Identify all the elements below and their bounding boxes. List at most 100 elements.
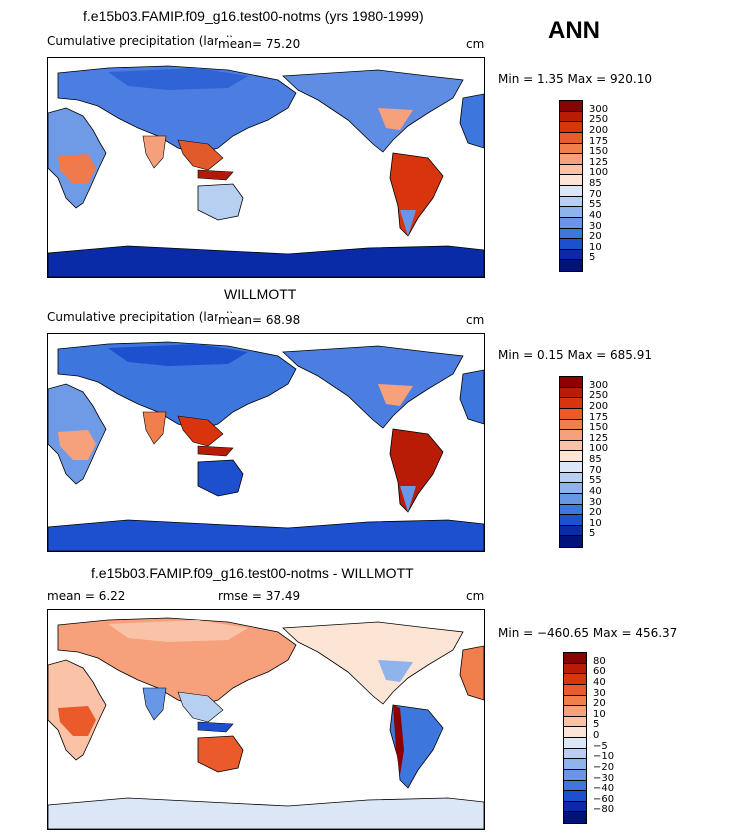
colorbar-segment bbox=[560, 504, 582, 516]
colorbar-segment bbox=[560, 122, 582, 133]
panel3-title: f.e15b03.FAMIP.f09_g16.test00-notms - WI… bbox=[91, 565, 414, 581]
colorbar-tick-label: 70 bbox=[589, 188, 602, 200]
land-siberia bbox=[108, 344, 248, 366]
land-australia bbox=[197, 459, 244, 497]
colorbar-tick-label: 20 bbox=[593, 698, 606, 710]
colorbar-segment bbox=[560, 196, 582, 208]
land-seasia bbox=[177, 139, 224, 171]
colorbar-tick-label: 150 bbox=[589, 146, 609, 158]
colorbar-segment bbox=[560, 111, 582, 123]
land-india bbox=[142, 687, 167, 721]
colorbar-segment bbox=[560, 377, 582, 388]
colorbar-segment bbox=[564, 769, 586, 781]
colorbar-tick-label: 5 bbox=[589, 252, 596, 264]
land-australia bbox=[197, 183, 244, 221]
colorbar-segment bbox=[564, 812, 586, 823]
colorbar-segment bbox=[560, 207, 582, 218]
colorbar-tick-label: 300 bbox=[589, 379, 609, 391]
colorbar-segment bbox=[560, 217, 582, 229]
panel1-title: f.e15b03.FAMIP.f09_g16.test00-notms (yrs… bbox=[83, 8, 424, 24]
colorbar-segment bbox=[564, 780, 586, 792]
colorbar-tick-label: 175 bbox=[589, 135, 609, 147]
land-south-america bbox=[389, 152, 444, 237]
colorbar-segment bbox=[560, 430, 582, 441]
land-eurasia bbox=[57, 341, 297, 431]
panel1-colorbar bbox=[559, 100, 583, 272]
colorbar-segment bbox=[564, 684, 586, 696]
colorbar-segment bbox=[560, 154, 582, 165]
land-seasia bbox=[177, 415, 224, 447]
colorbar-segment bbox=[560, 440, 582, 452]
panel2-colorbar bbox=[559, 376, 583, 548]
colorbar-segment bbox=[564, 706, 586, 717]
colorbar-segment bbox=[560, 493, 582, 505]
season-label: ANN bbox=[548, 17, 600, 44]
land-eurasia bbox=[57, 65, 297, 155]
land-europe-right bbox=[459, 93, 484, 149]
colorbar-segment bbox=[560, 472, 582, 484]
land-africa-wet bbox=[58, 706, 96, 736]
panel1-units: cm bbox=[466, 37, 485, 51]
colorbar-tick-label: 125 bbox=[589, 156, 609, 168]
panel2-units: cm bbox=[466, 313, 485, 327]
colorbar-segment bbox=[560, 239, 582, 250]
colorbar-segment bbox=[560, 132, 582, 144]
colorbar-segment bbox=[560, 536, 582, 547]
land-indonesia bbox=[197, 721, 234, 733]
land-india bbox=[142, 411, 167, 445]
land-us-east bbox=[378, 660, 413, 682]
colorbar-tick-label: 40 bbox=[589, 485, 602, 497]
land-siberia bbox=[108, 620, 248, 642]
colorbar-segment bbox=[564, 695, 586, 707]
colorbar-tick-label: 200 bbox=[589, 124, 609, 136]
colorbar-segment bbox=[564, 791, 586, 802]
colorbar-tick-label: 40 bbox=[593, 676, 606, 688]
colorbar-segment bbox=[564, 801, 586, 813]
colorbar-tick-label: −30 bbox=[593, 772, 615, 784]
colorbar-tick-label: 20 bbox=[589, 231, 602, 243]
colorbar-segment bbox=[564, 653, 586, 664]
land-africa-wet bbox=[58, 154, 96, 184]
colorbar-tick-label: 40 bbox=[589, 209, 602, 221]
colorbar-segment bbox=[560, 419, 582, 431]
colorbar-tick-label: 20 bbox=[589, 507, 602, 519]
colorbar-tick-label: 250 bbox=[589, 114, 609, 126]
colorbar-segment bbox=[564, 727, 586, 738]
land-india bbox=[142, 135, 167, 169]
colorbar-segment bbox=[560, 143, 582, 155]
colorbar-segment bbox=[560, 451, 582, 462]
colorbar-tick-label: 85 bbox=[589, 454, 602, 465]
colorbar-tick-label: 100 bbox=[589, 443, 609, 455]
colorbar-tick-label: 10 bbox=[589, 517, 602, 529]
land-andes bbox=[393, 705, 404, 775]
colorbar-segment bbox=[560, 515, 582, 526]
colorbar-tick-label: −40 bbox=[593, 783, 615, 795]
panel3-units: cm bbox=[466, 589, 485, 603]
colorbar-segment bbox=[560, 101, 582, 112]
land-australia bbox=[197, 735, 244, 773]
colorbar-tick-label: 80 bbox=[593, 655, 606, 667]
panel1-map-svg bbox=[48, 65, 484, 277]
colorbar-tick-label: 60 bbox=[593, 666, 606, 678]
land-indonesia bbox=[197, 445, 234, 457]
colorbar-tick-label: 300 bbox=[589, 103, 609, 115]
colorbar-tick-label: 250 bbox=[589, 390, 609, 402]
colorbar-tick-label: −20 bbox=[593, 761, 615, 773]
colorbar-tick-label: 200 bbox=[589, 400, 609, 412]
colorbar-tick-label: 125 bbox=[589, 432, 609, 444]
panel3-map-svg bbox=[48, 617, 484, 829]
colorbar-tick-label: 10 bbox=[589, 241, 602, 253]
colorbar-tick-label: 30 bbox=[593, 687, 606, 699]
panel3-map bbox=[47, 609, 485, 830]
panel2-subtitle: Cumulative precipitation (land) bbox=[47, 310, 234, 324]
colorbar-segment bbox=[564, 759, 586, 770]
panel3-minmax: Min = −460.65 Max = 456.37 bbox=[498, 626, 678, 640]
panel1-minmax: Min = 1.35 Max = 920.10 bbox=[498, 72, 652, 86]
land-north-america bbox=[282, 69, 464, 153]
panel3-mean: mean = 6.22 bbox=[47, 589, 126, 603]
land-south-america bbox=[389, 704, 444, 789]
colorbar-segment bbox=[560, 408, 582, 420]
colorbar-tick-label: 55 bbox=[589, 199, 602, 211]
panel2-map-svg bbox=[48, 341, 484, 551]
land-africa-wet bbox=[58, 430, 96, 460]
